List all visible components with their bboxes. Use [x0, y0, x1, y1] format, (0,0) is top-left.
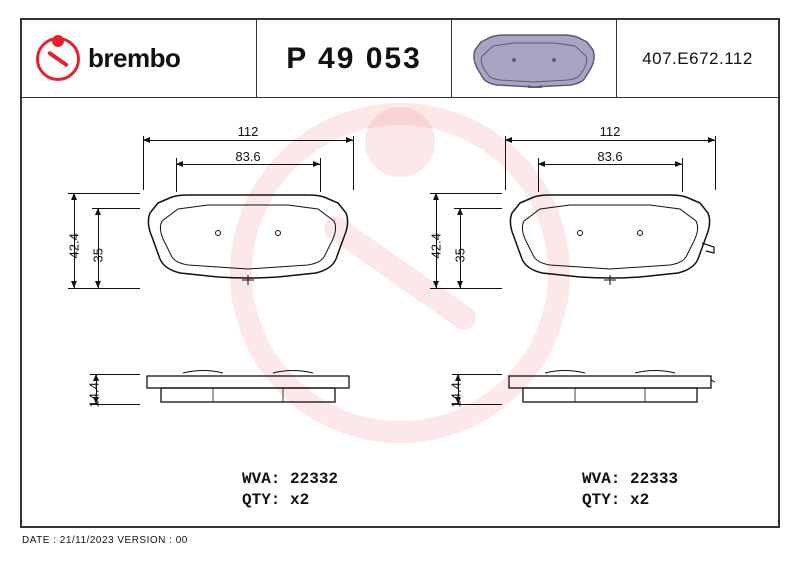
dim-line: [538, 164, 682, 165]
footer-date-version: DATE : 21/11/2023 VERSION : 00: [22, 535, 188, 546]
dim-inner-height: 35: [453, 235, 468, 263]
dim-overall-width: 112: [143, 124, 353, 139]
wva-row: WVA: 22332: [242, 469, 338, 491]
spec-code-cell: 407.E672.112: [617, 20, 778, 97]
part-number: P 49 053: [286, 42, 422, 76]
pad-front-view: [143, 193, 353, 288]
thumbnail-cell: [452, 20, 617, 97]
info-block-right: WVA: 22333 QTY: x2: [582, 469, 678, 512]
ext-line: [68, 193, 140, 194]
ext-line: [430, 288, 502, 289]
wva-row: WVA: 22333: [582, 469, 678, 491]
dim-line: [143, 140, 353, 141]
drawing-frame: brembo P 49 053 407.E672.112 112: [20, 18, 780, 528]
ext-line: [682, 158, 683, 192]
dim-overall-height: 42.4: [67, 223, 82, 259]
wva-value: 22333: [630, 470, 678, 488]
drawing-area: 112 83.6 42.4 35: [22, 98, 778, 526]
ext-line: [320, 158, 321, 192]
ext-line: [68, 288, 140, 289]
dim-overall-width: 112: [505, 124, 715, 139]
spec-code: 407.E672.112: [642, 49, 753, 69]
wva-value: 22332: [290, 470, 338, 488]
dim-inner-width: 83.6: [538, 149, 682, 164]
pad-thumbnail-icon: [469, 30, 599, 88]
brembo-logo: brembo: [36, 37, 180, 81]
wva-label: WVA:: [582, 470, 620, 488]
qty-value: x2: [290, 491, 309, 509]
info-block-left: WVA: 22332 QTY: x2: [242, 469, 338, 512]
qty-row: QTY: x2: [242, 490, 338, 512]
dim-line: [505, 140, 715, 141]
ext-line: [430, 193, 502, 194]
ext-line: [505, 136, 506, 190]
ext-line: [353, 136, 354, 190]
dim-inner-width: 83.6: [176, 149, 320, 164]
qty-label: QTY:: [582, 491, 620, 509]
ext-line: [715, 136, 716, 190]
dim-side-height: 14.4: [87, 372, 102, 408]
wva-label: WVA:: [242, 470, 280, 488]
qty-row: QTY: x2: [582, 490, 678, 512]
logo-cell: brembo: [22, 20, 257, 97]
brand-name: brembo: [88, 43, 180, 74]
dim-inner-height: 35: [91, 235, 106, 263]
part-number-cell: P 49 053: [257, 20, 452, 97]
brembo-logo-icon: [36, 37, 80, 81]
header-row: brembo P 49 053 407.E672.112: [22, 20, 778, 98]
pad-side-view: [505, 370, 715, 410]
pad-side-view: [143, 370, 353, 410]
ext-line: [143, 136, 144, 190]
qty-value: x2: [630, 491, 649, 509]
qty-label: QTY:: [242, 491, 280, 509]
dim-side-height: 14.4: [449, 372, 464, 408]
pad-front-view: [505, 193, 715, 288]
dim-overall-height: 42.4: [429, 223, 444, 259]
dim-line: [176, 164, 320, 165]
